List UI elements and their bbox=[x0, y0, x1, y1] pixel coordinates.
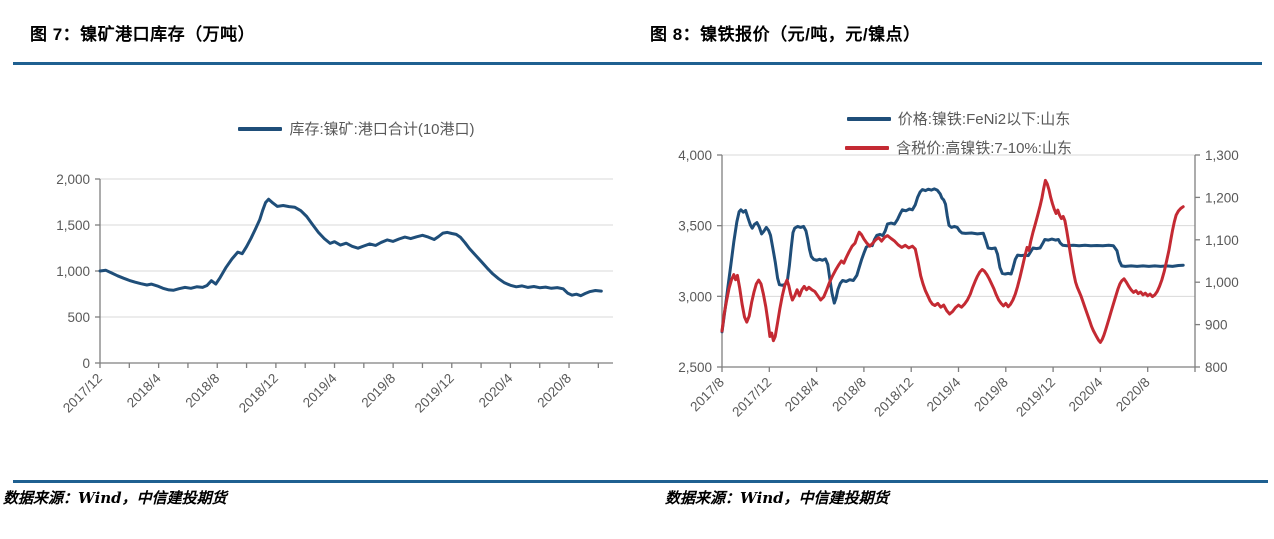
figure-8-title: 图 8：镍铁报价（元/吨，元/镍点） bbox=[650, 25, 921, 44]
svg-text:2020/8: 2020/8 bbox=[534, 371, 574, 411]
blue-line-swatch bbox=[846, 116, 891, 121]
svg-text:1,500: 1,500 bbox=[56, 218, 90, 233]
legend-label: 库存:镍矿:港口合计(10港口) bbox=[289, 121, 475, 138]
svg-text:2018/4: 2018/4 bbox=[124, 370, 164, 410]
svg-text:2,000: 2,000 bbox=[56, 172, 90, 187]
svg-text:2019/12: 2019/12 bbox=[412, 371, 457, 416]
top-divider-rule bbox=[13, 62, 1262, 65]
svg-text:2020/4: 2020/4 bbox=[476, 370, 516, 410]
figure-7-data-source: 数据来源：Wind，中信建投期货 bbox=[3, 489, 227, 507]
nickel-ore-inventory-chart: 0 500 1,000 1,500 2,000 2017/12 2018/4 2018/8 20… bbox=[56, 172, 613, 416]
svg-text:2018/8: 2018/8 bbox=[183, 371, 223, 411]
bottom-divider-rule bbox=[13, 480, 1268, 483]
svg-text:2017/12: 2017/12 bbox=[60, 371, 105, 416]
svg-text:2019/4: 2019/4 bbox=[300, 370, 340, 410]
blue-line-swatch bbox=[238, 126, 283, 131]
figure-7-legend: 库存:镍矿:港口合计(10港口) bbox=[100, 118, 613, 139]
svg-text:1,000: 1,000 bbox=[56, 264, 90, 279]
svg-text:2019/8: 2019/8 bbox=[358, 371, 398, 411]
legend-item-feni-price: 价格:镍铁:FeNi2以下:山东 bbox=[846, 108, 1071, 129]
legend-label: 含税价:高镍铁:7-10%:山东 bbox=[896, 140, 1072, 157]
figure-7-title: 图 7：镍矿港口库存（万吨） bbox=[30, 25, 256, 44]
figure-8-legend: 价格:镍铁:FeNi2以下:山东 含税价:高镍铁:7-10%:山东 bbox=[722, 108, 1195, 158]
figure-8-data-source: 数据来源：Wind，中信建投期货 bbox=[665, 489, 889, 507]
red-line-swatch bbox=[845, 145, 890, 150]
svg-text:0: 0 bbox=[82, 356, 90, 371]
legend-item-inventory: 库存:镍矿:港口合计(10港口) bbox=[238, 118, 475, 139]
legend-item-high-npi-price: 含税价:高镍铁:7-10%:山东 bbox=[845, 137, 1072, 158]
svg-text:2018/12: 2018/12 bbox=[236, 371, 281, 416]
legend-label: 价格:镍铁:FeNi2以下:山东 bbox=[897, 111, 1071, 128]
svg-text:500: 500 bbox=[67, 310, 90, 325]
